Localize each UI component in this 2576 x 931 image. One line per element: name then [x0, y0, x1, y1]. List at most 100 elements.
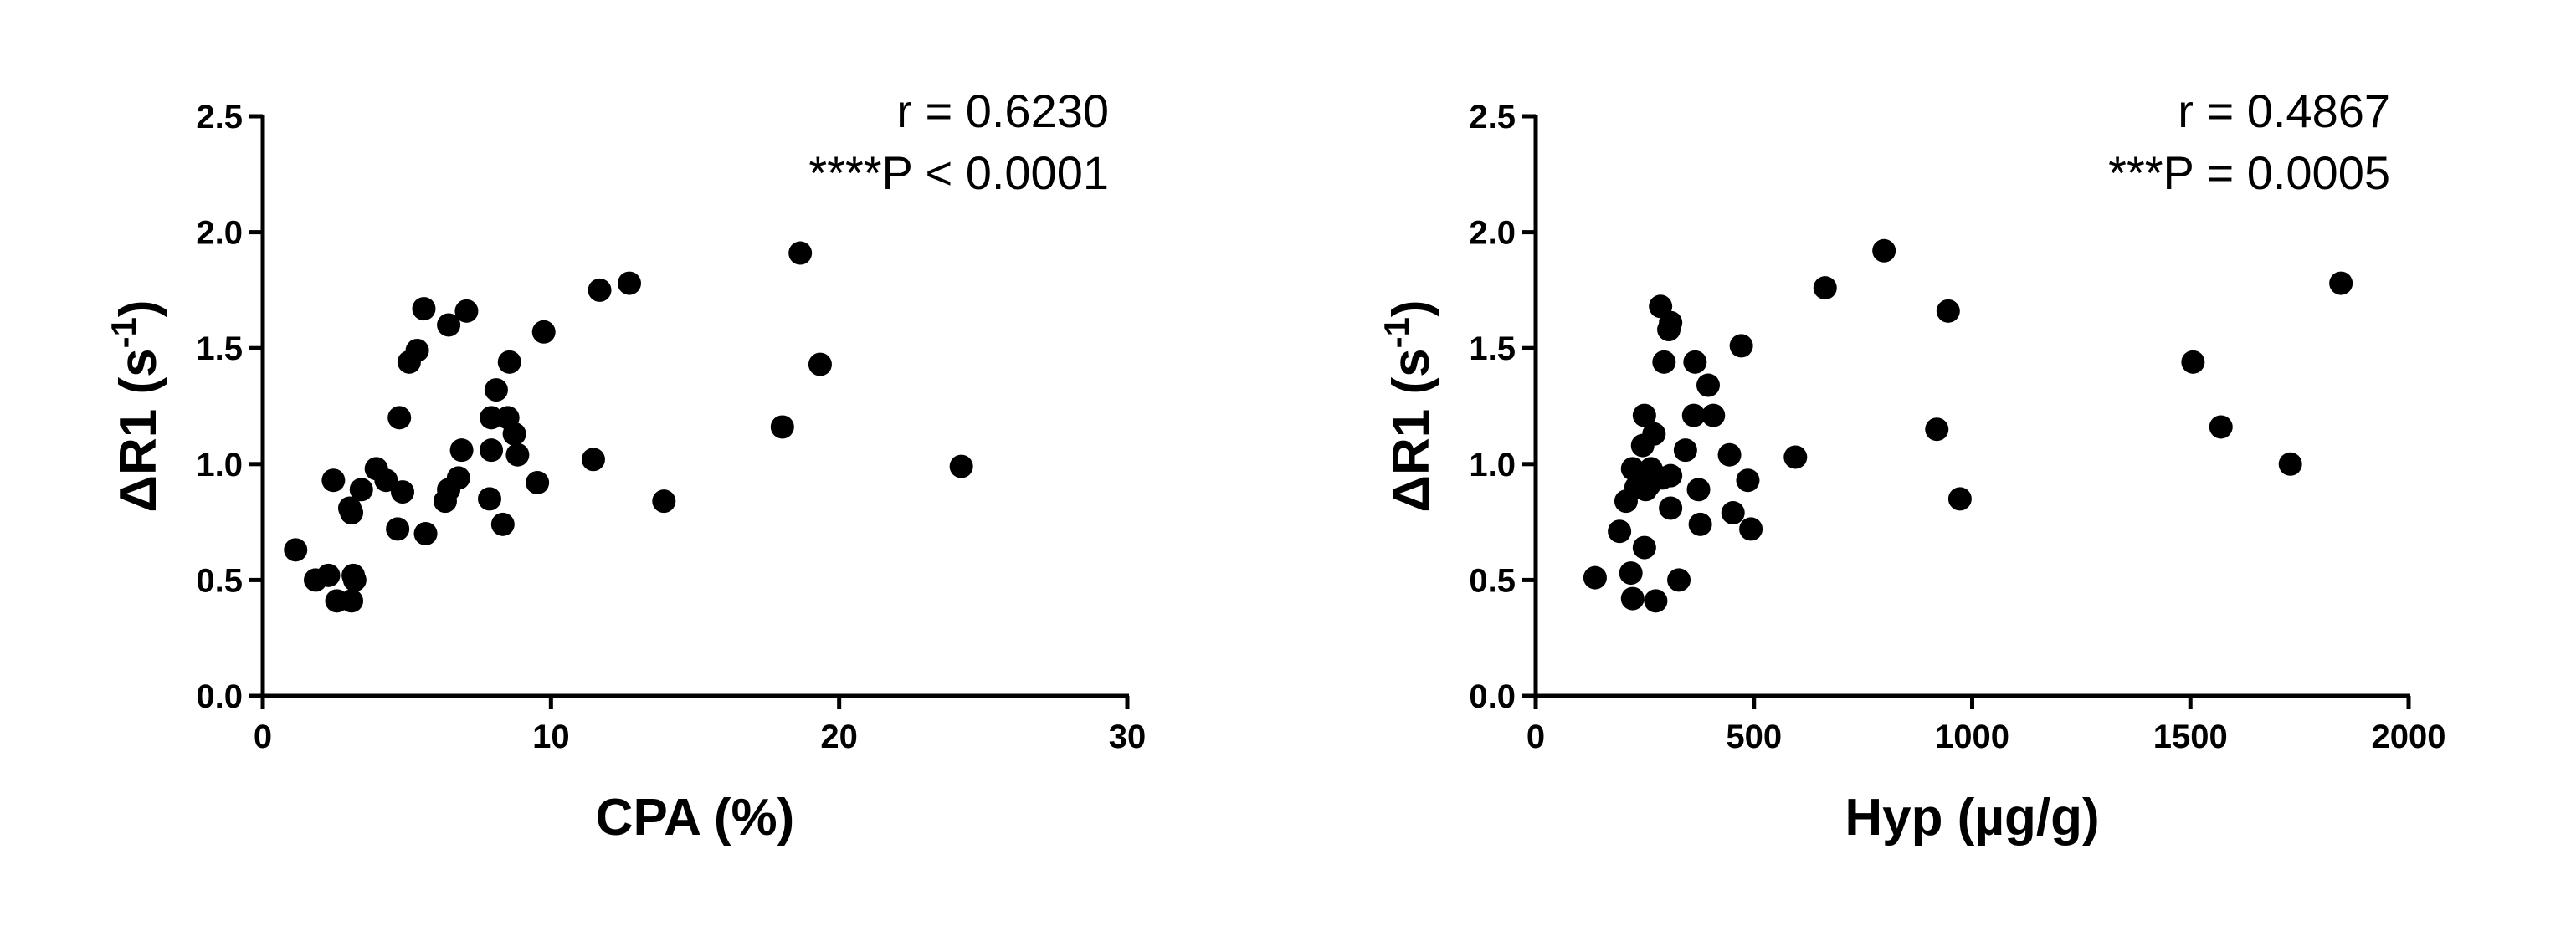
point [480, 438, 504, 463]
point [1947, 487, 1972, 511]
x-tick-label: 1000 [1935, 719, 2009, 755]
point [808, 352, 832, 376]
x-tick-label: 1500 [2153, 719, 2228, 755]
y-tick-label: 0.0 [1469, 678, 1516, 715]
y-tick-label: 1.5 [196, 330, 243, 367]
y-tick-label: 0.5 [1469, 562, 1516, 599]
point [2209, 415, 2233, 439]
point [1721, 501, 1745, 525]
point [2329, 271, 2353, 295]
y-tick-label: 1.5 [1469, 330, 1516, 367]
x-tick-label: 0 [254, 719, 272, 755]
y-axis-title: ΔR1 (s-1) [1377, 299, 1440, 512]
y-tick-label: 0.0 [196, 678, 243, 715]
x-tick-label: 0 [1527, 719, 1545, 755]
point [477, 487, 501, 511]
point [1717, 442, 1742, 467]
point [1729, 334, 1753, 358]
point [284, 538, 308, 562]
y-axis-title-suffix: ) [110, 299, 167, 317]
y-tick-label: 2.0 [1469, 215, 1516, 252]
point [349, 478, 373, 502]
point [1673, 438, 1697, 463]
point [1608, 519, 1632, 544]
point [1632, 403, 1656, 427]
y-axis-title-superscript: -1 [104, 317, 143, 348]
y-axis-title-superscript: -1 [1377, 317, 1416, 348]
point [652, 489, 676, 514]
point [1619, 561, 1643, 586]
point [1652, 350, 1676, 374]
point [581, 448, 605, 472]
point [386, 517, 410, 541]
point [1659, 310, 1683, 335]
point [374, 468, 398, 493]
x-tick-label: 10 [532, 719, 570, 755]
y-tick-label: 0.5 [196, 562, 243, 599]
point [788, 241, 813, 265]
point [387, 406, 412, 430]
x-axis-title: CPA (%) [596, 789, 795, 847]
point [1736, 468, 1760, 493]
point [505, 442, 530, 467]
point [413, 521, 438, 545]
point [1936, 299, 1960, 323]
chart-panel: 0.0 0.5 1.0 1.5 2.0 2.5 0 500 1000 1500 2000 Hyp (µ… [1377, 84, 2445, 847]
point [412, 297, 436, 321]
point [1739, 517, 1763, 541]
point [1644, 589, 1668, 613]
point [340, 589, 364, 613]
point [1696, 373, 1720, 397]
annotation: ****P < 0.0001 [808, 146, 1109, 199]
point [321, 468, 346, 493]
y-tick-label: 1.0 [1469, 447, 1516, 483]
point [480, 406, 504, 430]
y-tick-label: 2.5 [196, 99, 243, 136]
point [617, 271, 641, 295]
y-axis-title-text: ΔR1 (s [110, 348, 167, 512]
point [949, 454, 973, 478]
point [770, 415, 794, 439]
point [1686, 478, 1711, 502]
point [502, 422, 526, 446]
point [1583, 565, 1607, 590]
point [2181, 350, 2205, 374]
point [316, 563, 341, 587]
point [446, 466, 470, 490]
x-tick-label: 2000 [2372, 719, 2446, 755]
point [1681, 403, 1706, 427]
point [449, 438, 474, 463]
chart-panel: 0.0 0.5 1.0 1.5 2.0 2.5 0 10 20 30 CPA (%) ΔR1 (s-1… [104, 84, 1146, 847]
point [1659, 463, 1683, 488]
y-axis-title-text: ΔR1 (s [1383, 348, 1440, 512]
x-tick-label: 30 [1109, 719, 1147, 755]
x-tick-label: 20 [820, 719, 858, 755]
point [1783, 445, 1808, 469]
y-tick-label: 2.0 [196, 215, 243, 252]
point [1620, 586, 1645, 611]
point [405, 338, 429, 362]
annotation: ***P = 0.0005 [2108, 146, 2390, 199]
point [337, 496, 362, 520]
annotation: r = 0.4867 [2178, 84, 2390, 137]
point [1872, 238, 1896, 263]
point [1642, 422, 1666, 446]
y-tick-label: 1.0 [196, 447, 243, 483]
point [588, 278, 612, 302]
x-tick-label: 500 [1726, 719, 1782, 755]
point [490, 512, 515, 536]
point [484, 378, 508, 402]
x-axis-title: Hyp (µg/g) [1845, 789, 2099, 847]
annotation: r = 0.6230 [896, 84, 1109, 137]
point [531, 320, 556, 344]
point [1813, 276, 1837, 300]
y-axis-title-suffix: ) [1383, 299, 1440, 317]
point [391, 480, 415, 504]
point [1632, 535, 1656, 560]
point [1925, 417, 1949, 442]
point [1701, 403, 1726, 427]
point [1683, 350, 1707, 374]
point [342, 568, 367, 592]
